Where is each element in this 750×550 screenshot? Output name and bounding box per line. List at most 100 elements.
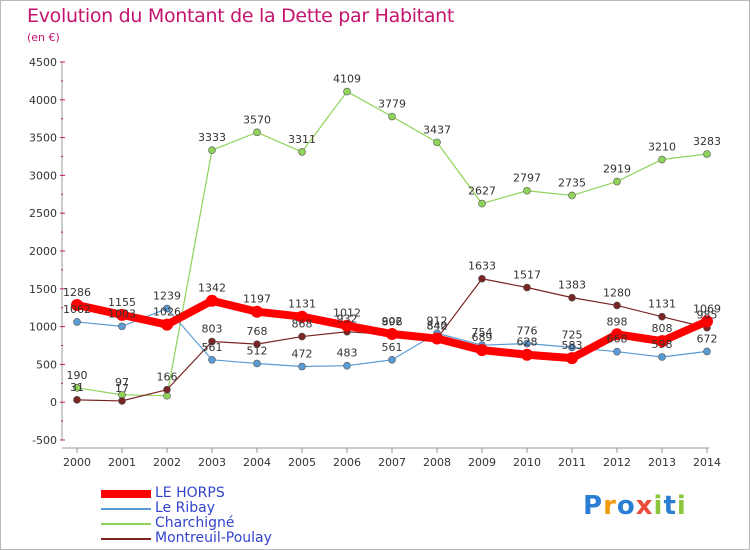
data-point-charchigne (388, 112, 396, 121)
data-label-le-ribay: 1062 (63, 303, 91, 316)
x-tick-label: 2011 (558, 456, 586, 469)
data-point-montreuil-poulay (658, 312, 666, 321)
legend-label: Montreuil-Poulay (155, 530, 272, 546)
data-label-le-horps: 689 (472, 331, 493, 344)
data-point-le-horps (566, 352, 578, 365)
x-tick-label: 2008 (423, 456, 451, 469)
x-tick-label: 2001 (108, 456, 136, 469)
data-label-le-ribay: 912 (427, 314, 448, 327)
x-tick-label: 2003 (198, 456, 226, 469)
y-tick-label: 0 (50, 396, 57, 409)
y-tick-label: 2000 (29, 245, 57, 258)
y-tick-label: 4500 (29, 56, 57, 69)
data-label-montreuil-poulay: 985 (697, 309, 718, 322)
logo-letter: o (616, 491, 636, 521)
legend-label: Charchigné (155, 515, 235, 531)
data-point-montreuil-poulay (73, 396, 81, 404)
data-label-le-horps: 583 (562, 339, 583, 352)
data-label-le-horps: 1155 (108, 296, 136, 309)
logo-letter: t (663, 491, 677, 521)
data-point-montreuil-poulay (478, 274, 486, 283)
data-label-le-ribay: 472 (292, 348, 313, 361)
data-point-le-ribay (118, 322, 126, 331)
data-point-montreuil-poulay (208, 337, 216, 346)
legend-swatch (101, 508, 151, 510)
data-label-montreuil-poulay: 840 (427, 320, 448, 333)
data-point-montreuil-poulay (118, 397, 126, 405)
data-point-le-ribay (343, 361, 351, 370)
data-labels-layer: 190 97 3333 3570 3311 4109 3779 3437 2627 2797 273… (63, 73, 721, 395)
legend-swatch (101, 523, 151, 525)
x-tick-label: 2002 (153, 456, 181, 469)
data-label-le-horps: 1012 (333, 307, 361, 320)
logo-letter: x (635, 491, 654, 521)
data-point-le-horps (386, 328, 398, 341)
data-point-montreuil-poulay (253, 340, 261, 348)
data-point-le-horps (206, 294, 218, 307)
data-label-le-horps: 628 (517, 336, 538, 349)
data-point-le-ribay (568, 343, 576, 352)
data-point-charchigne (208, 146, 216, 155)
data-point-montreuil-poulay (613, 301, 621, 310)
y-tick-label: 2500 (29, 207, 57, 220)
data-point-charchigne (73, 384, 81, 392)
y-tick-label: -500 (32, 434, 57, 447)
data-point-charchigne (658, 155, 666, 164)
data-label-charchigne: 190 (67, 369, 88, 382)
data-point-le-ribay (523, 339, 531, 348)
data-label-montreuil-poulay: 1383 (558, 279, 586, 292)
data-label-charchigne: 3779 (378, 98, 406, 111)
x-tick-label: 2004 (243, 456, 271, 469)
data-label-montreuil-poulay: 1280 (603, 286, 631, 299)
data-point-le-ribay (658, 353, 666, 361)
data-label-montreuil-poulay: 896 (382, 315, 403, 328)
data-label-le-ribay: 754 (472, 326, 493, 339)
data-label-charchigne: 3333 (198, 131, 226, 144)
logo-letter: i (653, 491, 664, 521)
data-point-le-horps (656, 335, 668, 348)
x-tick-label: 2006 (333, 456, 361, 469)
data-point-le-ribay (298, 362, 306, 371)
data-point-le-horps (521, 348, 533, 361)
data-label-le-horps: 1197 (243, 293, 271, 306)
data-label-montreuil-poulay: 803 (202, 322, 223, 335)
x-tick-label: 2012 (603, 456, 631, 469)
data-label-le-horps: 902 (382, 315, 403, 328)
data-label-montreuil-poulay: 1131 (648, 298, 676, 311)
data-label-le-horps: 1131 (288, 298, 316, 311)
data-point-montreuil-poulay (568, 293, 576, 302)
data-label-le-ribay: 1239 (153, 290, 181, 303)
logo-letter: i (676, 491, 687, 521)
series-layer (71, 87, 713, 405)
data-label-montreuil-poulay: 1633 (468, 260, 496, 273)
data-label-le-ribay: 483 (337, 347, 358, 360)
data-point-charchigne (568, 191, 576, 200)
data-point-charchigne (613, 177, 621, 186)
data-point-le-horps (341, 319, 353, 332)
y-tick-label: 4000 (29, 94, 57, 107)
data-label-le-ribay: 725 (562, 328, 583, 341)
x-tick-label: 2005 (288, 456, 316, 469)
data-label-le-ribay: 512 (247, 344, 268, 357)
data-label-le-ribay: 1003 (108, 307, 136, 320)
data-label-le-ribay: 672 (697, 332, 718, 345)
data-label-montreuil-poulay: 768 (247, 325, 268, 338)
data-label-le-horps: 808 (652, 322, 673, 335)
data-point-le-ribay (388, 355, 396, 364)
data-point-charchigne (343, 87, 351, 96)
data-label-charchigne: 2919 (603, 163, 631, 176)
data-label-charchigne: 3570 (243, 113, 271, 126)
x-tick-label: 2014 (693, 456, 721, 469)
logo-letter: r (603, 491, 617, 521)
data-point-charchigne (523, 186, 531, 195)
data-point-le-horps (296, 310, 308, 323)
data-label-charchigne: 2735 (558, 176, 586, 189)
data-label-charchigne: 4109 (333, 73, 361, 86)
data-point-montreuil-poulay (523, 283, 531, 292)
data-point-charchigne (433, 138, 441, 147)
data-label-charchigne: 2797 (513, 172, 541, 185)
data-point-le-horps (161, 318, 173, 331)
legend-swatch (101, 490, 151, 498)
y-tick-label: 1000 (29, 321, 57, 334)
